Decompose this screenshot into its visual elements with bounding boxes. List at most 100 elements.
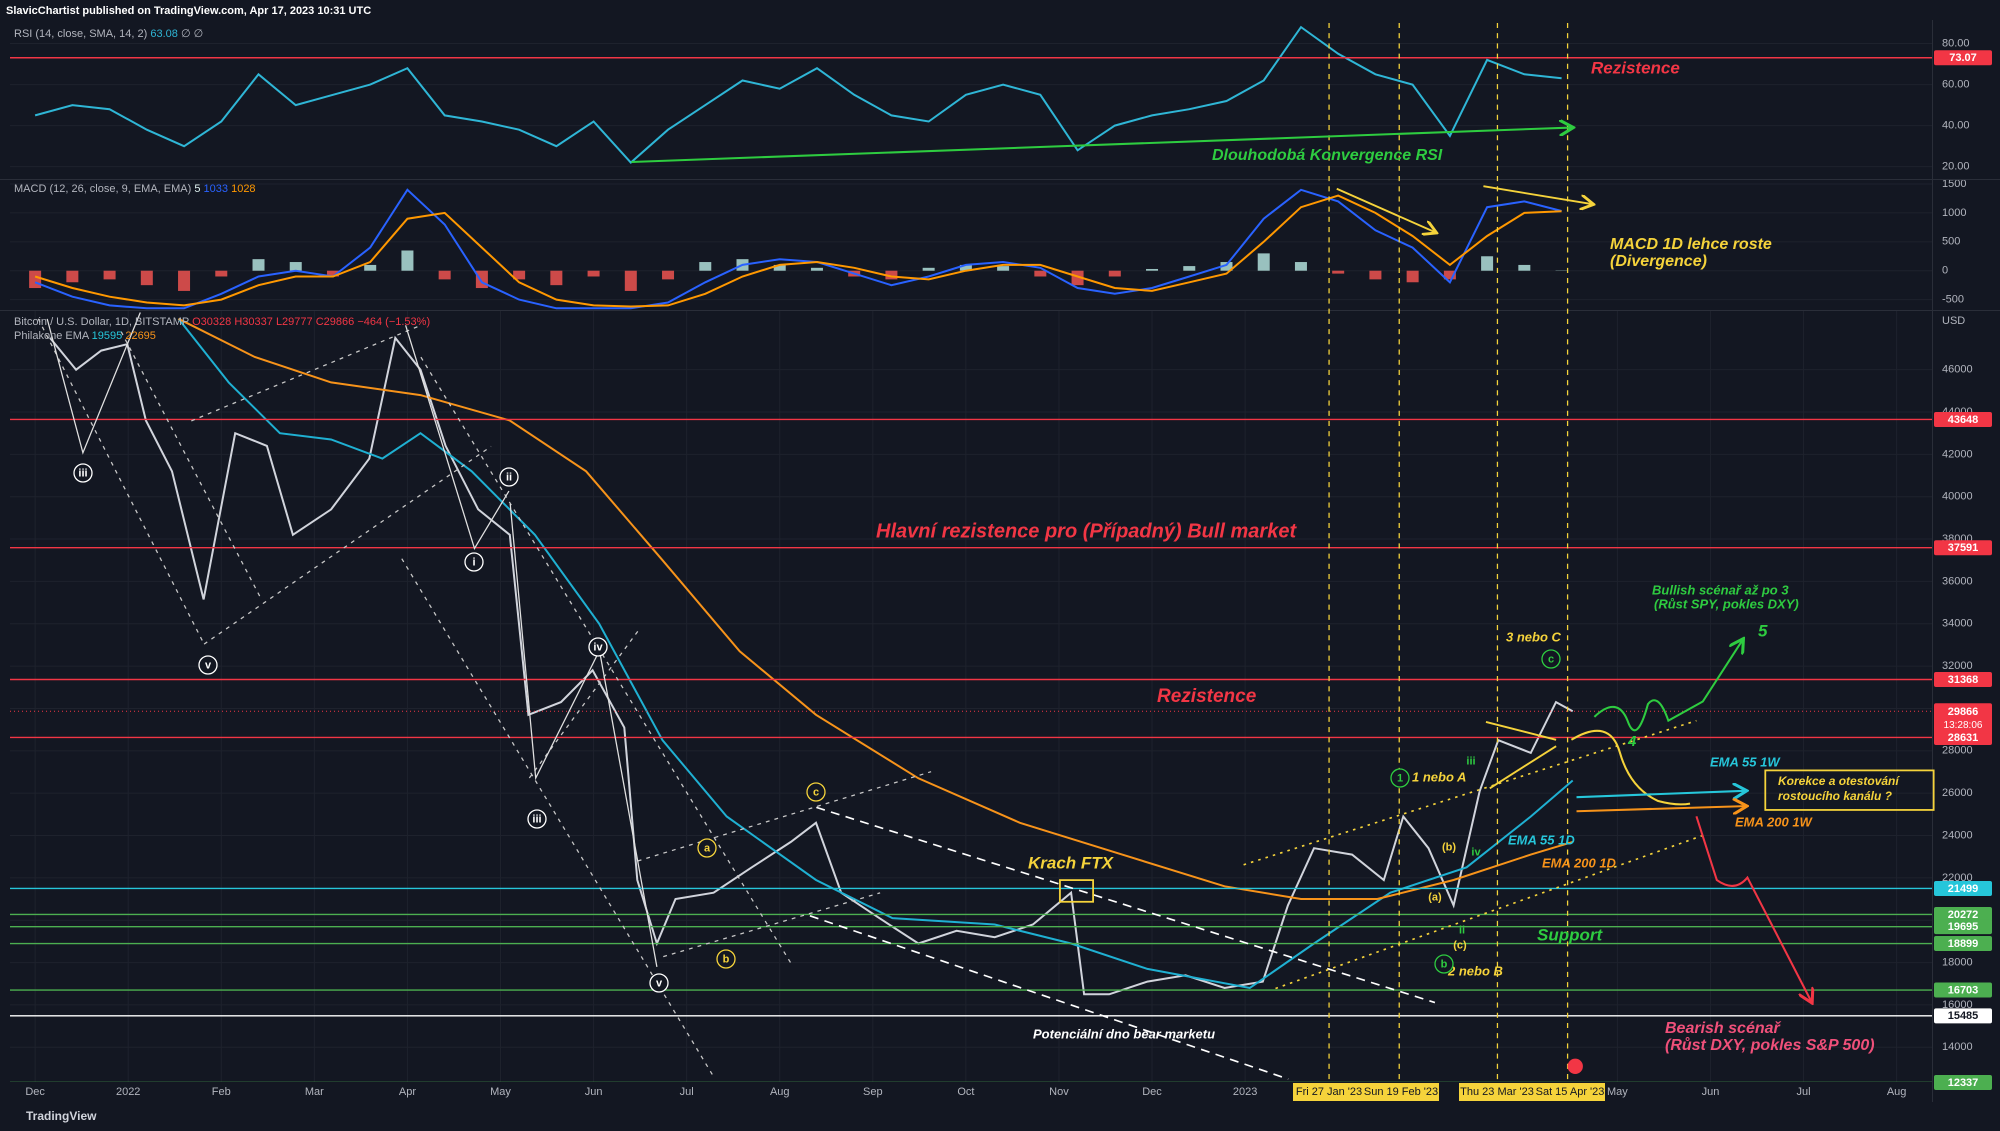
y-tick-label: 40000 [1942, 491, 1973, 503]
histogram-bar [1406, 270, 1419, 283]
level-label-bg [1934, 671, 1992, 687]
y-tick-label: 0 [1942, 265, 1948, 277]
annotation: Krach FTX [1028, 853, 1115, 872]
x-tick-label: Jun [1702, 1086, 1720, 1098]
level-label-bg [1934, 906, 1992, 922]
wave-circle [1541, 649, 1561, 669]
histogram-bar [513, 270, 526, 280]
histogram-bar [885, 270, 898, 280]
y-tick-label: 32000 [1942, 660, 1973, 672]
histogram-bar [1443, 270, 1456, 280]
annotation: (Růst DXY, pokles S&P 500) [1665, 1037, 1875, 1054]
wave-label: 1 [1397, 772, 1403, 784]
annotation: 3 nebo C [1506, 629, 1562, 644]
wave-label: iv [1471, 846, 1481, 858]
histogram-bar [1369, 270, 1382, 280]
histogram-bar [1071, 270, 1084, 286]
date-label-bg [1365, 1083, 1439, 1101]
y-tick-label: 22000 [1942, 872, 1973, 884]
x-tick-label: Jul [680, 1086, 694, 1098]
annotation: Korekce a otestování [1778, 774, 1900, 788]
annotation: Bearish scénař [1665, 1020, 1782, 1037]
x-tick-label: May [490, 1086, 511, 1098]
y-tick-label: 36000 [1942, 575, 1973, 587]
series-line [178, 317, 1573, 900]
annotation: rostoucího kanálu ? [1778, 789, 1893, 803]
note-box [1764, 769, 1935, 811]
wave-label: ii [1459, 924, 1465, 936]
annotation: Hlavní rezistence pro (Případný) Bull ma… [876, 520, 1297, 542]
pane [10, 183, 1932, 310]
series-line [177, 318, 1574, 990]
wave-label: a [704, 842, 711, 854]
histogram-bar [662, 270, 675, 280]
histogram-bar [550, 270, 563, 286]
level-label: 15485 [1948, 1010, 1979, 1022]
series-line [34, 194, 1562, 308]
pane [10, 25, 1932, 168]
histogram-bar [587, 270, 600, 277]
triangle-line [1489, 745, 1557, 790]
level-label-bg [1934, 1008, 1992, 1024]
ema-arrow [1576, 791, 1745, 797]
y-tick-label: 1500 [1942, 178, 1966, 190]
y-tick-label: 28000 [1942, 745, 1973, 757]
currency: USD [1942, 315, 1965, 327]
event-icon [1567, 1058, 1583, 1074]
wave-circle [588, 637, 608, 657]
x-tick-label: Mar [305, 1086, 324, 1098]
rsi-legend-extra: ∅ ∅ [181, 28, 203, 40]
wave-label: (b) [1442, 841, 1456, 853]
y-tick-label: 24000 [1942, 829, 1973, 841]
level-label: 20272 [1948, 909, 1979, 921]
wave-label: (c) [1453, 939, 1467, 951]
wave-label: ii [506, 471, 512, 483]
level-label: 31368 [1948, 674, 1979, 686]
macd-legend-value: 1028 [231, 183, 255, 195]
y-tick-label: 14000 [1942, 1041, 1973, 1053]
histogram-bar [475, 270, 488, 289]
level-label: 28631 [1948, 732, 1979, 744]
y-tick-label: 16000 [1942, 999, 1973, 1011]
annotation: Rezistence [1591, 58, 1680, 77]
ema-legend-value: 19595 [92, 330, 123, 342]
histogram-bar [959, 264, 972, 271]
published-note: SlavicChartist published on TradingView.… [6, 5, 371, 17]
histogram-bar [29, 270, 42, 289]
level-label: 19695 [1948, 921, 1979, 933]
x-tick-label: May [1607, 1086, 1628, 1098]
histogram-bar [1294, 262, 1307, 271]
date-label-bg [1293, 1083, 1365, 1101]
level-label-bg [1934, 919, 1992, 935]
wave-circle [697, 838, 717, 858]
x-tick-label: Dec [25, 1086, 45, 1098]
histogram-bar [438, 270, 451, 280]
series-line [34, 25, 1562, 165]
level-label: 16703 [1948, 984, 1979, 996]
x-tick-label: 2023 [1233, 1086, 1257, 1098]
y-tick-label: 42000 [1942, 448, 1973, 460]
countdown: 13:28:06 [1944, 720, 1983, 731]
footer: TradingView [26, 1109, 97, 1123]
annotation: 1 nebo A [1412, 769, 1466, 784]
level-label-bg [1934, 982, 1992, 998]
level-label-bg [1934, 540, 1992, 556]
date-labels: Fri 27 Jan '23 Sun 19 Feb '23 Thu 23 Mar… [1293, 1083, 1605, 1101]
wave-circle [649, 973, 669, 993]
macd-arrow [1483, 185, 1591, 204]
y-tick-label: 1000 [1942, 207, 1966, 219]
wave-label: iv [593, 641, 603, 653]
triangle-line [1485, 721, 1557, 741]
ohlc: H30337 [234, 316, 273, 328]
histogram-bar [699, 262, 712, 271]
histogram-bar [1332, 270, 1345, 274]
histogram-bar [1257, 253, 1270, 271]
wave-label: iii [532, 813, 541, 825]
level-label-bg [1934, 729, 1992, 745]
date-label: Thu 23 Mar '23 [1460, 1086, 1534, 1098]
annotation: (Růst SPY, pokles DXY) [1654, 596, 1799, 611]
annotation: EMA 55 1W [1710, 754, 1781, 769]
forecast-green [1593, 640, 1742, 732]
rsi-legend-value: 63.08 [150, 28, 178, 40]
level-label-bg [1934, 880, 1992, 896]
